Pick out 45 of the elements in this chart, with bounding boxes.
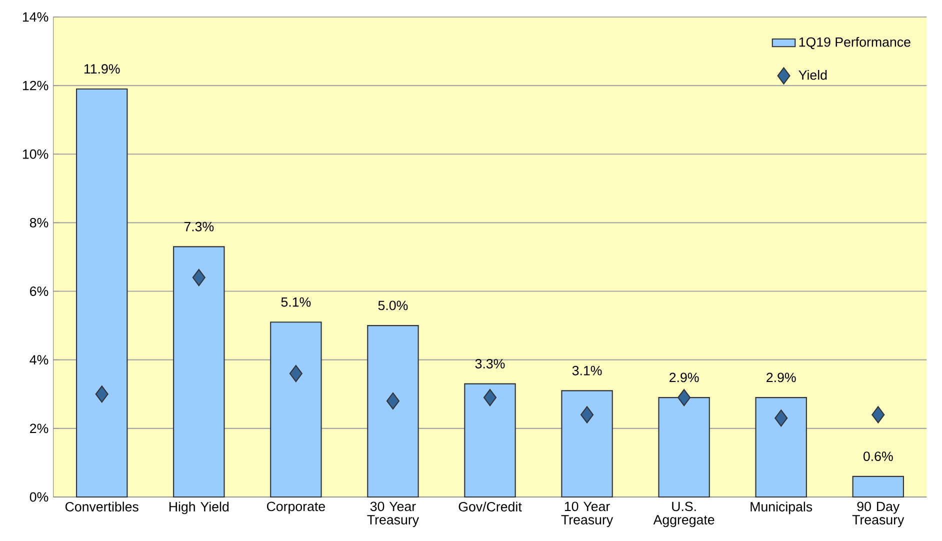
bar [755, 397, 807, 498]
y-tick-label: 12% [22, 80, 48, 90]
y-tick-label: 10% [22, 149, 48, 159]
data-label: 3.3% [475, 359, 505, 368]
y-tick-label: 8% [30, 218, 48, 228]
y-tick-label: 14% [22, 12, 48, 22]
data-label: 7.3% [184, 222, 214, 232]
bar [270, 322, 322, 498]
point [95, 386, 108, 403]
data-label: 11.9% [84, 64, 120, 74]
point [192, 269, 206, 286]
data-label: 3.1% [572, 366, 602, 376]
legend-label: Yield [798, 70, 827, 80]
y-tick-label: 2% [30, 424, 48, 434]
point [580, 406, 594, 424]
data-label: 5.0% [378, 300, 408, 310]
point [774, 410, 788, 427]
x-tick-label: 90 Day Treasury [852, 502, 904, 528]
x-tick-label: 10 Year Treasury [561, 502, 614, 528]
x-tick-label: Municipals [750, 502, 812, 514]
x-tick-label: 30 Year Treasury [367, 502, 419, 528]
legend-label: 1Q19 Performance [799, 36, 910, 50]
data-label: 5.1% [281, 297, 311, 307]
bar [76, 88, 128, 498]
bar [464, 383, 516, 498]
y-tick-label: 0% [30, 492, 48, 502]
point [678, 389, 691, 406]
point [289, 365, 302, 382]
x-tick-label: U.S. Aggregate [653, 502, 714, 528]
y-tick-label: 6% [30, 286, 48, 296]
point [872, 406, 885, 424]
data-label: 2.9% [766, 372, 796, 382]
data-label: 0.6% [863, 452, 893, 462]
x-tick-label: Corporate [266, 502, 325, 514]
bar [173, 246, 225, 498]
bar [367, 325, 419, 498]
y-tick-label: 4% [30, 355, 48, 365]
bar [561, 390, 613, 498]
x-tick-label: High Yield [169, 502, 229, 514]
bar [852, 476, 904, 498]
data-label: 2.9% [670, 372, 699, 382]
x-tick-label: Convertibles [65, 502, 138, 512]
x-tick-label: Gov/Credit [458, 502, 522, 512]
point [483, 389, 497, 406]
point [386, 392, 400, 410]
